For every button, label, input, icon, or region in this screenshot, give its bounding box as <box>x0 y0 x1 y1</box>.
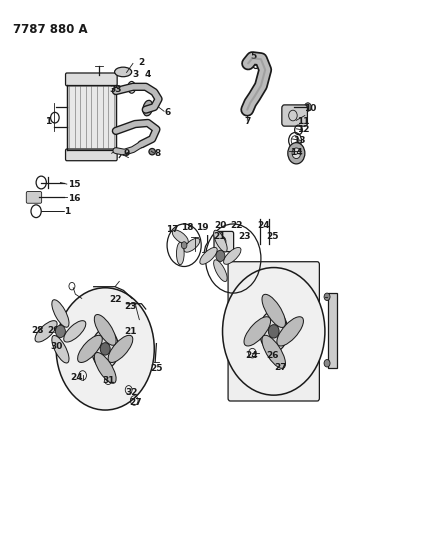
Ellipse shape <box>94 352 116 383</box>
Text: 8: 8 <box>154 149 160 158</box>
Text: 1: 1 <box>64 207 70 216</box>
Ellipse shape <box>172 230 188 244</box>
Text: 6: 6 <box>165 108 171 117</box>
Text: 30: 30 <box>51 342 63 351</box>
Text: 22: 22 <box>110 295 122 304</box>
Circle shape <box>217 236 226 247</box>
FancyBboxPatch shape <box>65 73 117 86</box>
FancyBboxPatch shape <box>214 231 234 252</box>
Text: 9: 9 <box>123 149 130 158</box>
Text: 26: 26 <box>267 351 279 360</box>
Ellipse shape <box>149 149 155 155</box>
Text: 14: 14 <box>290 148 303 157</box>
Text: 24: 24 <box>245 351 257 360</box>
Text: 21: 21 <box>214 232 226 241</box>
Text: 20: 20 <box>214 221 227 230</box>
Text: 25: 25 <box>150 364 163 373</box>
Circle shape <box>324 293 330 301</box>
Text: 19: 19 <box>196 223 208 232</box>
Ellipse shape <box>200 247 217 264</box>
Text: 17: 17 <box>166 225 178 234</box>
Ellipse shape <box>244 317 270 346</box>
Text: 21: 21 <box>125 327 137 336</box>
Ellipse shape <box>176 243 184 265</box>
Text: 32: 32 <box>125 388 137 397</box>
Circle shape <box>304 103 311 111</box>
Text: 12: 12 <box>297 125 310 134</box>
Ellipse shape <box>77 335 102 362</box>
Ellipse shape <box>260 311 288 352</box>
Text: 11: 11 <box>297 117 310 126</box>
Text: 24: 24 <box>70 373 83 382</box>
Text: 2: 2 <box>138 59 145 67</box>
Text: 33: 33 <box>110 85 122 94</box>
FancyBboxPatch shape <box>282 105 307 126</box>
Ellipse shape <box>277 317 303 346</box>
Circle shape <box>288 143 305 164</box>
Ellipse shape <box>115 67 132 77</box>
Text: 29: 29 <box>48 326 60 335</box>
Text: 23: 23 <box>125 302 137 311</box>
Text: 22: 22 <box>230 221 242 230</box>
Circle shape <box>223 268 325 395</box>
Circle shape <box>100 343 110 355</box>
Ellipse shape <box>262 294 285 327</box>
Ellipse shape <box>35 321 57 342</box>
Text: 31: 31 <box>102 376 114 385</box>
Text: 28: 28 <box>32 326 44 335</box>
Circle shape <box>56 325 65 337</box>
Ellipse shape <box>52 300 69 327</box>
Text: 7787 880 A: 7787 880 A <box>14 23 88 36</box>
Text: 5: 5 <box>250 52 256 61</box>
Text: 3: 3 <box>132 70 138 78</box>
Ellipse shape <box>214 260 227 281</box>
Text: 10: 10 <box>303 104 316 113</box>
FancyBboxPatch shape <box>65 149 117 161</box>
Circle shape <box>324 360 330 367</box>
Circle shape <box>216 251 225 262</box>
Ellipse shape <box>262 335 285 368</box>
Text: 1: 1 <box>45 117 52 126</box>
Bar <box>328 293 337 368</box>
Text: 24: 24 <box>258 221 270 230</box>
Circle shape <box>56 288 154 410</box>
Text: 27: 27 <box>129 398 142 407</box>
Ellipse shape <box>64 321 86 342</box>
FancyBboxPatch shape <box>228 262 319 401</box>
Text: 15: 15 <box>68 180 80 189</box>
Text: 27: 27 <box>275 363 287 372</box>
Text: 13: 13 <box>293 136 306 145</box>
Ellipse shape <box>92 329 119 369</box>
Text: 23: 23 <box>238 232 251 241</box>
Circle shape <box>292 148 300 159</box>
Ellipse shape <box>223 247 241 264</box>
Ellipse shape <box>184 238 200 252</box>
Ellipse shape <box>94 314 116 345</box>
Ellipse shape <box>52 335 69 363</box>
Polygon shape <box>67 85 116 150</box>
Ellipse shape <box>108 335 133 362</box>
Text: 25: 25 <box>266 232 279 241</box>
Ellipse shape <box>143 100 153 116</box>
Circle shape <box>268 325 279 338</box>
Text: 7: 7 <box>244 117 250 126</box>
Text: 18: 18 <box>181 223 194 232</box>
Circle shape <box>181 242 187 249</box>
Text: 16: 16 <box>68 194 80 203</box>
Text: 4: 4 <box>145 70 151 78</box>
FancyBboxPatch shape <box>26 191 42 203</box>
Ellipse shape <box>214 230 227 252</box>
